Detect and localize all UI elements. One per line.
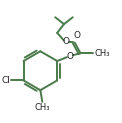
- Text: O: O: [62, 37, 69, 46]
- Text: Cl: Cl: [1, 76, 10, 85]
- Text: O: O: [66, 52, 73, 61]
- Text: CH₃: CH₃: [35, 103, 50, 112]
- Text: O: O: [73, 31, 80, 40]
- Text: CH₃: CH₃: [94, 49, 110, 58]
